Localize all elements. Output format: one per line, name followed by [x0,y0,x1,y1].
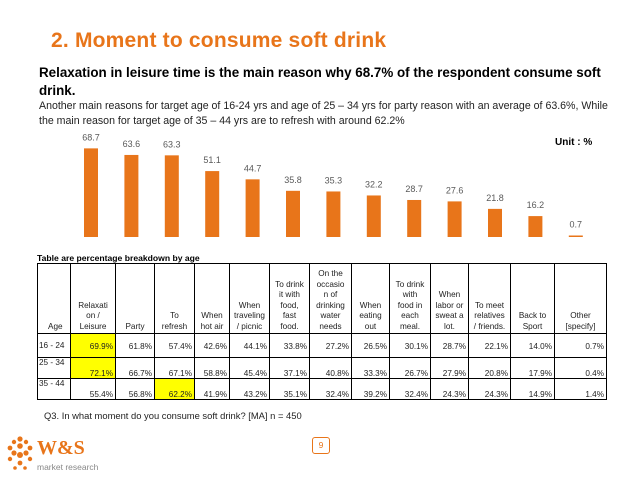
table-cell: 20.8% [468,357,511,379]
slide-subtitle: Relaxation in leisure time is the main r… [39,65,601,98]
unit-label: Unit : % [555,137,593,148]
bar-label-4: 51.1 [203,155,221,165]
bar-label-8: 32.2 [365,179,383,189]
table-cell: 61.8% [115,333,155,358]
bar-label-5: 44.7 [244,163,262,173]
table-cell: 26.5% [351,333,390,358]
slide-title: 2. Moment to consume soft drink [51,29,387,52]
table-row: 25 - 34 72.1% 66.7% 67.1% 58.8% 45.4% 37.1% 40.… [37,357,607,379]
table-cell: 45.4% [229,357,270,379]
age-cell: 35 - 44 [37,378,71,400]
bar-13 [568,235,583,237]
table-cell: 32.4% [309,378,352,400]
table-cell: 22.1% [468,333,511,358]
table-header-7: To drink it with food, fast food. [269,263,310,334]
table-cell: 57.4% [154,333,195,358]
table-cell: 14.0% [510,333,555,358]
table-cell: 69.9% [70,333,116,358]
table-cell: 17.9% [510,357,555,379]
table-header-5: When hot air [194,263,230,334]
table-header-11: When labor or sweat a lot. [430,263,469,334]
bar-label-9: 28.7 [405,184,423,194]
bar-12 [528,216,543,237]
table-cell: 24.3% [468,378,511,400]
table-header-3: Party [115,263,155,334]
table-cell: 44.1% [229,333,270,358]
logo-wordmark: W&S [37,437,85,459]
bar-label-7: 35.3 [325,175,343,185]
table-header-10: To drink with food in each meal. [389,263,431,334]
table-cell: 66.7% [115,357,155,379]
bar-3 [164,155,179,237]
bar-chart: 68.7 63.6 63.3 51.1 44.7 35.8 35.3 32.2 28.7 27.6… [82,132,583,237]
table-body: 16 - 24 69.9% 61.8% 57.4% 42.6% 44.1% 33.8% 27.… [37,333,607,400]
table-cell: 1.4% [554,378,607,400]
table-cell: 39.2% [351,378,390,400]
bar-7 [326,191,341,237]
bar-label-1: 68.7 [82,132,100,142]
table-cell: 41.9% [194,378,230,400]
table-header-2: Relaxati on / Leisure [70,263,116,334]
bar-10 [447,201,462,237]
table-caption: Table are percentage breakdown by age [37,253,200,263]
page-number: 9 [312,437,330,454]
bar-label-13: 0.7 [570,220,583,230]
bar-label-11: 21.8 [486,193,504,203]
table-cell: 72.1% [70,357,116,379]
bar-4 [205,171,220,237]
ws-logo-icon [7,436,33,470]
bar-6 [286,190,300,237]
table-cell: 28.7% [430,333,469,358]
table-header-row: Age Relaxati on / Leisure Party To refresh When… [37,263,607,334]
bar-label-10: 27.6 [446,185,464,195]
table-cell: 43.2% [229,378,270,400]
table-cell: 26.7% [389,357,431,379]
table-header-12: To meet relatives / friends. [468,263,511,334]
table-cell: 67.1% [154,357,195,379]
logo-subtitle: market research [37,462,99,472]
bar-label-3: 63.3 [163,139,181,149]
slide-description: Another main reasons for target age of 1… [39,100,608,127]
table-cell: 27.2% [309,333,352,358]
table-cell: 58.8% [194,357,230,379]
table-header-6: When traveling / picnic [229,263,270,334]
bar-11 [488,208,502,237]
table-cell: 30.1% [389,333,431,358]
table-header-4: To refresh [154,263,195,334]
age-breakdown-table: Age Relaxati on / Leisure Party To refresh When… [37,263,607,400]
bar-8 [366,195,381,237]
table-header-8: On the occasio n of drinking water needs [309,263,352,334]
table-cell: 55.4% [70,378,116,400]
table-cell: 62.2% [154,378,195,400]
bar-5 [245,179,260,237]
table-header-9: When eating out [351,263,390,334]
table-cell: 40.8% [309,357,352,379]
footnote: Q3. In what moment do you consume soft d… [44,410,302,421]
table-header-1: Age [37,263,71,334]
bar-label-12: 16.2 [527,200,545,210]
table-header-14: Other [specify] [554,263,607,334]
age-cell: 16 - 24 [37,333,71,358]
table-row: 35 - 44 55.4% 56.8% 62.2% 41.9% 43.2% 35.1% 32.… [37,378,607,400]
table-cell: 56.8% [115,378,155,400]
age-cell: 25 - 34 [37,357,71,379]
table-cell: 14.9% [510,378,555,400]
table-row: 16 - 24 69.9% 61.8% 57.4% 42.6% 44.1% 33.8% 27.… [37,333,607,358]
table-cell: 37.1% [269,357,310,379]
table-cell: 35.1% [269,378,310,400]
table-header-13: Back to Sport [510,263,555,334]
bar-label-2: 63.6 [123,139,141,149]
bar-2 [124,154,139,237]
table-cell: 33.8% [269,333,310,358]
table-cell: 24.3% [430,378,469,400]
bar-9 [407,199,422,237]
table-cell: 42.6% [194,333,230,358]
table-cell: 32.4% [389,378,431,400]
table-cell: 33.3% [351,357,390,379]
table-cell: 0.4% [554,357,607,379]
bar-1 [84,148,98,237]
table-cell: 0.7% [554,333,607,358]
table-cell: 27.9% [430,357,469,379]
bar-label-6: 35.8 [284,175,302,185]
